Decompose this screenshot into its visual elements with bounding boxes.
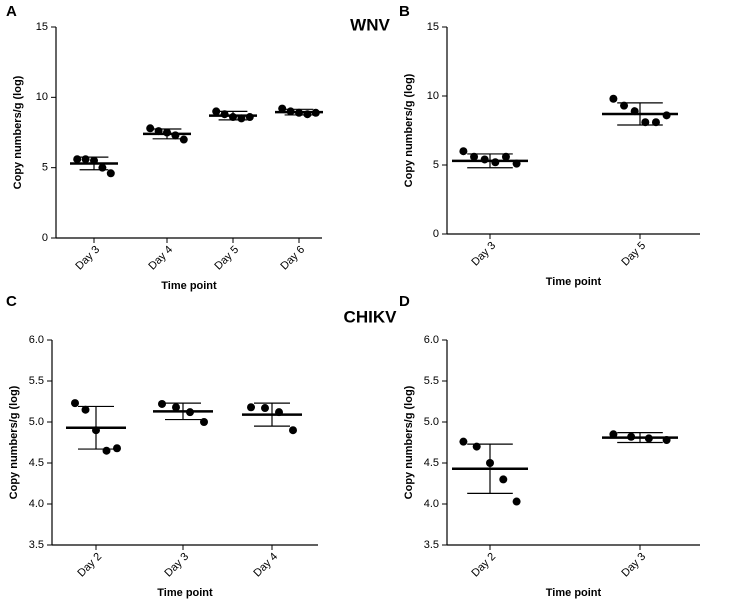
data-point <box>609 430 618 439</box>
data-point <box>641 118 650 127</box>
y-tick-label: 6.0 <box>29 334 44 346</box>
x-tick-label: Day 5 <box>619 240 648 269</box>
data-point <box>171 131 180 140</box>
y-axis-label: Copy numbers/g (log) <box>403 385 415 499</box>
x-tick-label: Day 2 <box>469 551 498 580</box>
x-tick-label: Day 5 <box>212 244 241 273</box>
y-tick-label: 0 <box>42 232 48 244</box>
data-point <box>146 124 155 133</box>
data-point <box>651 118 660 127</box>
data-point <box>200 418 208 426</box>
data-point <box>491 158 500 167</box>
data-point <box>501 152 510 161</box>
y-tick-label: 4.0 <box>29 498 44 510</box>
x-tick-label: Day 3 <box>619 551 648 580</box>
data-point <box>106 169 115 178</box>
x-axis-label: Time point <box>157 587 213 599</box>
panel-letter: A <box>6 3 17 20</box>
data-point <box>102 446 111 455</box>
y-tick-label: 5.5 <box>424 375 439 387</box>
y-tick-label: 5.0 <box>29 416 44 428</box>
data-point <box>245 113 254 122</box>
data-point <box>261 404 269 413</box>
data-point <box>81 155 90 164</box>
x-tick-label: Day 2 <box>75 551 104 580</box>
x-tick-label: Day 3 <box>73 244 102 273</box>
data-point <box>247 403 255 412</box>
data-point <box>98 163 107 172</box>
x-tick-label: Day 3 <box>162 551 191 580</box>
y-tick-label: 5 <box>433 159 439 171</box>
y-axis-label: Copy numbers/g (log) <box>8 385 20 499</box>
data-point <box>609 94 618 103</box>
data-point <box>229 113 237 122</box>
data-point <box>662 111 671 120</box>
y-tick-label: 4.0 <box>424 498 439 510</box>
x-tick-label: Day 4 <box>251 551 280 580</box>
section-title: CHIKV <box>344 307 398 326</box>
y-tick-label: 4.5 <box>424 457 439 469</box>
x-tick-label: Day 4 <box>146 244 175 273</box>
data-point <box>73 155 82 164</box>
data-point <box>480 155 489 164</box>
data-point <box>220 110 229 119</box>
data-point <box>81 405 90 414</box>
data-point <box>620 101 629 110</box>
data-point <box>158 399 166 408</box>
y-tick-label: 5.0 <box>424 416 439 428</box>
section-title: WNV <box>350 15 390 34</box>
data-point <box>172 403 180 412</box>
data-point <box>163 128 171 137</box>
y-tick-label: 15 <box>36 21 48 33</box>
y-tick-label: 5.5 <box>29 375 44 387</box>
y-tick-label: 6.0 <box>424 334 439 346</box>
y-tick-label: 15 <box>427 21 439 33</box>
x-tick-label: Day 6 <box>278 244 307 273</box>
data-point <box>470 152 479 161</box>
x-axis-label: Time point <box>546 587 602 599</box>
y-tick-label: 0 <box>433 228 439 240</box>
panel-letter: C <box>6 293 17 310</box>
panel-letter: D <box>399 293 410 310</box>
y-axis-label: Copy numbers/g (log) <box>12 75 24 189</box>
data-point <box>512 497 521 506</box>
data-point <box>499 475 508 484</box>
x-axis-label: Time point <box>546 276 602 288</box>
x-tick-label: Day 3 <box>469 240 498 269</box>
y-tick-label: 3.5 <box>29 539 44 551</box>
y-tick-label: 5 <box>42 162 48 174</box>
data-point <box>71 399 79 408</box>
panel-letter: B <box>399 3 410 20</box>
y-tick-label: 10 <box>36 91 48 103</box>
data-point <box>113 444 121 453</box>
data-point <box>459 437 468 446</box>
data-point <box>179 135 188 144</box>
data-point <box>486 459 494 467</box>
y-tick-label: 3.5 <box>424 539 439 551</box>
data-point <box>212 107 221 116</box>
data-point <box>472 442 481 451</box>
x-axis-label: Time point <box>161 280 217 292</box>
data-point <box>459 147 468 156</box>
y-tick-label: 10 <box>427 90 439 102</box>
y-axis-label: Copy numbers/g (log) <box>403 73 415 187</box>
y-tick-label: 4.5 <box>29 457 44 469</box>
data-point <box>289 426 297 435</box>
data-point <box>278 104 287 113</box>
